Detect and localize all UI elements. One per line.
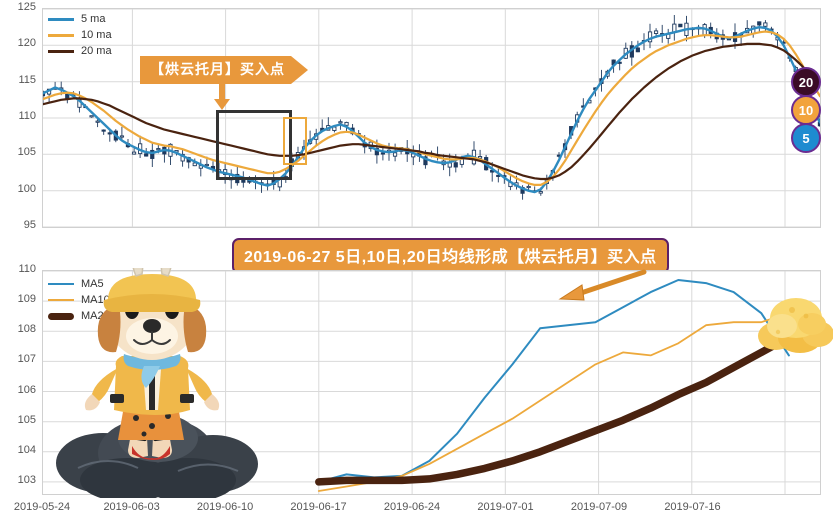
price-y-tick: 115 — [18, 73, 36, 86]
banner-arrow-tip — [291, 56, 308, 84]
legend-label-ma5: 5 ma — [81, 13, 106, 25]
legend-item-ma5-detail: MA5 — [48, 277, 110, 291]
pattern-highlight-box — [216, 110, 292, 180]
badge-ma10[interactable]: 10 — [791, 95, 821, 125]
down-arrow-icon — [214, 84, 230, 110]
ma5-swatch — [48, 17, 74, 21]
dog-mascot-illustration — [56, 268, 258, 498]
ma-y-tick: 109 — [17, 293, 36, 306]
price-candlestick-chart — [42, 8, 821, 228]
price-y-tick: 110 — [18, 110, 36, 122]
x-axis-tick: 2019-07-16 — [664, 501, 721, 513]
golden-cloud-icon — [758, 298, 833, 353]
badge-ma10-label: 10 — [798, 102, 814, 118]
legend-label-ma10-detail: MA10 — [81, 294, 110, 306]
legend-label-ma10: 10 ma — [81, 29, 112, 41]
buy-point-annotation-banner: 【烘云托月】买入点 — [140, 56, 308, 84]
price-y-tick: 100 — [17, 182, 36, 195]
badge-ma5[interactable]: 5 — [791, 123, 821, 153]
signal-highlight-box — [283, 117, 307, 165]
signal-title-text: 2019-06-27 5日,10日,20日均线形成【烘云托月】买入点 — [244, 249, 657, 266]
x-axis-tick: 2019-07-09 — [570, 501, 628, 513]
badge-ma20[interactable]: 20 — [791, 67, 821, 97]
ma20-swatch-detail — [48, 312, 74, 320]
legend-item-ma5: 5 ma — [48, 12, 112, 26]
x-axis-tick: 2019-06-17 — [290, 501, 347, 513]
price-chart-legend: 5 ma 10 ma 20 ma — [48, 12, 112, 60]
ma-y-tick: 110 — [18, 263, 36, 275]
price-y-tick: 120 — [17, 37, 36, 50]
ma5-swatch-detail — [48, 283, 74, 285]
ma-y-tick: 105 — [17, 413, 36, 426]
legend-label-ma5-detail: MA5 — [81, 278, 104, 290]
legend-item-ma20: 20 ma — [48, 44, 112, 58]
x-axis-tick: 2019-05-24 — [13, 501, 71, 513]
ma10-swatch-detail — [48, 299, 74, 301]
ma10-swatch — [48, 33, 74, 37]
legend-item-ma10: 10 ma — [48, 28, 112, 42]
price-y-tick: 95 — [23, 219, 36, 231]
ma-y-tick: 108 — [17, 323, 36, 336]
legend-label-ma20: 20 ma — [81, 45, 112, 57]
x-axis-tick: 2019-07-01 — [477, 501, 534, 513]
ma-y-tick: 103 — [17, 473, 36, 486]
x-axis-tick: 2019-06-03 — [103, 501, 160, 513]
ma-y-tick: 104 — [17, 443, 36, 456]
price-y-tick: 105 — [17, 146, 36, 159]
trend-arrow-icon — [558, 269, 647, 301]
dog-scarf — [123, 354, 181, 388]
badge-ma5-label: 5 — [802, 130, 810, 146]
dog-head — [97, 268, 207, 360]
signal-title-banner: 2019-06-27 5日,10日,20日均线形成【烘云托月】买入点 — [232, 238, 669, 274]
ma-y-tick: 106 — [17, 383, 36, 396]
x-axis-tick: 2019-06-24 — [383, 501, 441, 513]
badge-ma20-label: 20 — [798, 74, 814, 90]
price-y-tick: 125 — [17, 1, 36, 13]
ma-y-tick: 107 — [17, 353, 36, 366]
legend-item-ma10-detail: MA10 — [48, 293, 110, 307]
buy-point-annotation-text: 【烘云托月】买入点 — [140, 56, 291, 84]
dog-body — [84, 356, 220, 415]
ma20-swatch — [48, 49, 74, 53]
x-axis-tick: 2019-06-10 — [196, 501, 254, 513]
